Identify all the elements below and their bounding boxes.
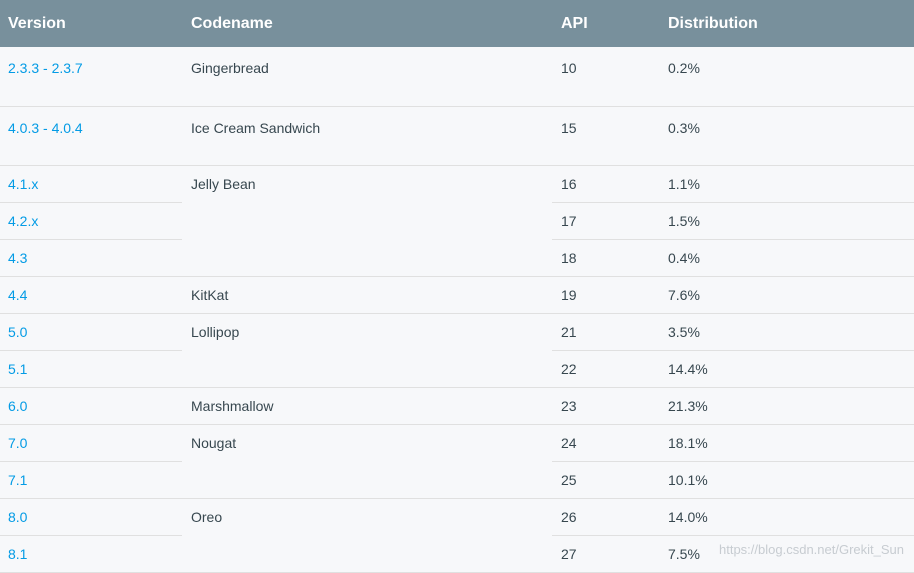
- table-row: 7.0 Nougat 24 18.1%: [0, 424, 914, 499]
- codename-cell: KitKat: [182, 276, 552, 314]
- distribution-cell: 14.0%: [659, 498, 914, 536]
- table-row: 4.4 KitKat 19 7.6%: [0, 276, 914, 314]
- column-header-version: Version: [0, 0, 182, 47]
- codename-cell: Marshmallow: [182, 387, 552, 425]
- table-row: 4.3 18 0.4%: [0, 239, 914, 277]
- version-link[interactable]: 2.3.3 - 2.3.7: [8, 60, 83, 76]
- api-cell: 26: [552, 498, 659, 536]
- api-cell: 18: [552, 239, 659, 277]
- version-link[interactable]: 6.0: [8, 397, 28, 414]
- version-cell: 4.2.x: [0, 202, 182, 240]
- api-cell: 17: [552, 202, 659, 240]
- distribution-cell: 18.1%: [659, 424, 914, 462]
- api-cell: 10: [552, 47, 659, 107]
- version-cell: 5.1: [0, 350, 182, 388]
- version-cell: 4.4: [0, 276, 182, 314]
- version-link[interactable]: 4.1.x: [8, 175, 39, 192]
- version-link[interactable]: 4.0.3 - 4.0.4: [8, 119, 83, 136]
- codename-cell: Ice Cream Sandwich: [182, 106, 552, 166]
- codename-cell: Nougat: [182, 424, 552, 499]
- api-cell: 16: [552, 165, 659, 203]
- distribution-cell: 14.4%: [659, 350, 914, 388]
- version-link[interactable]: 8.0: [8, 508, 28, 525]
- distribution-cell: 3.5%: [659, 313, 914, 351]
- version-cell: 5.0: [0, 313, 182, 351]
- distribution-cell: 7.6%: [659, 276, 914, 314]
- codename-cell: Lollipop: [182, 313, 552, 388]
- table-row: 5.0 Lollipop 21 3.5%: [0, 313, 914, 388]
- api-cell: 27: [552, 535, 659, 573]
- version-cell: 8.0: [0, 498, 182, 536]
- column-header-codename: Codename: [182, 0, 552, 47]
- api-cell: 25: [552, 461, 659, 499]
- version-link[interactable]: 7.0: [8, 434, 28, 451]
- version-cell: 8.1: [0, 535, 182, 573]
- version-cell: 4.1.x: [0, 165, 182, 203]
- codename-cell: Oreo: [182, 498, 552, 573]
- version-cell: 2.3.3 - 2.3.7: [0, 47, 182, 107]
- codename-cell: Jelly Bean: [182, 165, 552, 277]
- codename-cell: Gingerbread: [182, 47, 552, 107]
- version-link[interactable]: 4.3: [8, 249, 28, 266]
- api-cell: 22: [552, 350, 659, 388]
- table-header-row: Version Codename API Distribution: [0, 0, 914, 47]
- version-link[interactable]: 8.1: [8, 545, 28, 562]
- version-link[interactable]: 5.1: [8, 360, 28, 377]
- version-link[interactable]: 5.0: [8, 323, 28, 340]
- table-row: 7.1 25 10.1%: [0, 461, 914, 499]
- distribution-cell: 1.1%: [659, 165, 914, 203]
- api-cell: 24: [552, 424, 659, 462]
- distribution-cell: 10.1%: [659, 461, 914, 499]
- table-row: 4.2.x 17 1.5%: [0, 202, 914, 240]
- distribution-cell: 1.5%: [659, 202, 914, 240]
- distribution-cell: 0.3%: [659, 106, 914, 166]
- column-header-api: API: [552, 0, 659, 47]
- distribution-cell: 21.3%: [659, 387, 914, 425]
- api-cell: 21: [552, 313, 659, 351]
- table-row: 2.3.3 - 2.3.7 Gingerbread 10 0.2%: [0, 47, 914, 107]
- version-cell: 7.1: [0, 461, 182, 499]
- table-row: 4.1.x Jelly Bean 16 1.1%: [0, 165, 914, 277]
- table-row: 6.0 Marshmallow 23 21.3%: [0, 387, 914, 425]
- version-link[interactable]: 7.1: [8, 471, 28, 488]
- table-row: 8.0 Oreo 26 14.0%: [0, 498, 914, 573]
- column-header-distribution: Distribution: [659, 0, 914, 47]
- watermark-text: https://blog.csdn.net/Grekit_Sun: [719, 542, 904, 557]
- api-cell: 23: [552, 387, 659, 425]
- version-cell: 4.3: [0, 239, 182, 277]
- table-row: 5.1 22 14.4%: [0, 350, 914, 388]
- version-link[interactable]: 4.4: [8, 286, 28, 303]
- distribution-cell: 0.2%: [659, 47, 914, 107]
- version-link[interactable]: 4.2.x: [8, 212, 39, 229]
- api-cell: 19: [552, 276, 659, 314]
- version-cell: 7.0: [0, 424, 182, 462]
- version-cell: 6.0: [0, 387, 182, 425]
- distribution-cell: 0.4%: [659, 239, 914, 277]
- table-row: 4.0.3 - 4.0.4 Ice Cream Sandwich 15 0.3%: [0, 106, 914, 166]
- version-cell: 4.0.3 - 4.0.4: [0, 106, 182, 166]
- api-cell: 15: [552, 106, 659, 166]
